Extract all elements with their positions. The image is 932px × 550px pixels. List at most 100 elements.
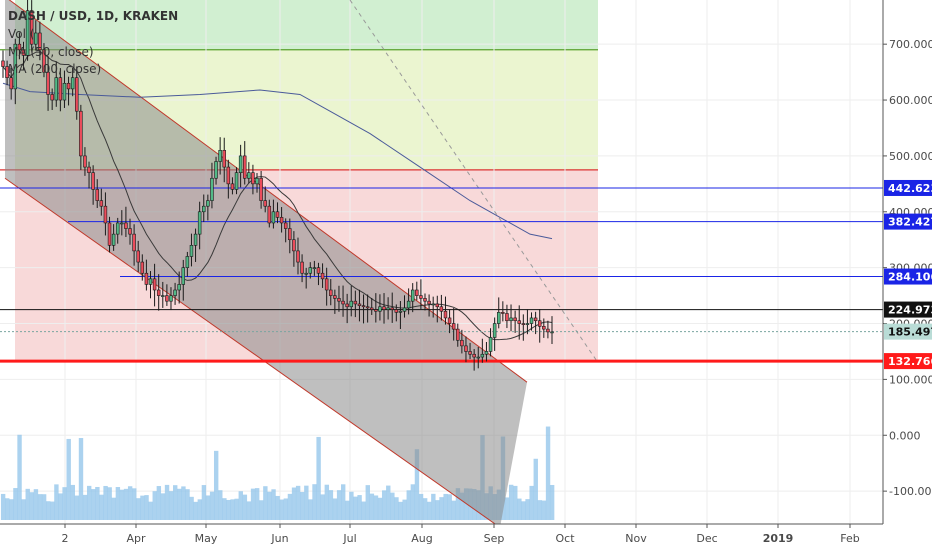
candle-up[interactable] (386, 307, 390, 310)
candle-up[interactable] (497, 312, 501, 324)
candle-down[interactable] (136, 250, 140, 263)
candle-up[interactable] (304, 272, 308, 275)
candle-down[interactable] (505, 313, 509, 322)
candle-up[interactable] (202, 205, 206, 213)
candle-up[interactable] (177, 284, 181, 291)
candle-down[interactable] (513, 317, 517, 322)
legend-ma50[interactable]: MA (50, close) (8, 45, 94, 59)
candle-down[interactable] (345, 303, 349, 308)
candle-down[interactable] (390, 307, 394, 310)
candle-down[interactable] (99, 200, 104, 207)
candle-down[interactable] (337, 298, 341, 302)
candle-up[interactable] (349, 300, 353, 308)
candle-up[interactable] (529, 317, 534, 324)
candle-up[interactable] (234, 172, 239, 190)
candle-down[interactable] (226, 166, 231, 185)
candle-up[interactable] (214, 161, 218, 179)
candle-down[interactable] (460, 339, 464, 347)
candle-down[interactable] (439, 306, 444, 312)
candle-down[interactable] (456, 328, 460, 341)
candle-up[interactable] (13, 43, 18, 90)
candle-down[interactable] (369, 307, 374, 310)
candle-down[interactable] (357, 303, 362, 306)
candle-down[interactable] (107, 222, 112, 246)
candle-down[interactable] (259, 177, 263, 201)
candle-up[interactable] (410, 289, 415, 302)
candle-down[interactable] (50, 94, 54, 101)
candle-down[interactable] (394, 309, 399, 313)
candle-down[interactable] (419, 295, 423, 299)
candle-up[interactable] (509, 317, 513, 322)
candle-down[interactable] (415, 289, 419, 296)
candle-down[interactable] (5, 66, 9, 78)
candle-down[interactable] (83, 155, 87, 168)
candle-down[interactable] (58, 77, 63, 101)
candle-up[interactable] (193, 233, 198, 246)
candle-up[interactable] (476, 356, 480, 359)
candle-up[interactable] (484, 351, 489, 355)
candle-up[interactable] (492, 323, 497, 338)
candle-up[interactable] (185, 256, 190, 268)
candle-down[interactable] (279, 217, 284, 224)
candle-down[interactable] (165, 295, 169, 302)
candle-up[interactable] (210, 177, 214, 201)
candle-down[interactable] (537, 320, 542, 327)
legend-vol[interactable]: Vol ( (8, 27, 34, 41)
candle-down[interactable] (296, 250, 300, 263)
candle-up[interactable] (161, 295, 165, 297)
candle-down[interactable] (546, 328, 550, 333)
candle-down[interactable] (521, 323, 526, 325)
channel-fill[interactable] (5, 0, 527, 527)
candle-down[interactable] (374, 309, 378, 312)
candle-down[interactable] (447, 317, 452, 324)
candle-down[interactable] (365, 306, 370, 309)
candle-up[interactable] (431, 303, 435, 306)
candle-up[interactable] (206, 200, 210, 207)
candle-down[interactable] (533, 317, 538, 322)
candle-down[interactable] (9, 77, 13, 90)
channel-lower-line[interactable] (4, 177, 500, 527)
candle-down[interactable] (333, 295, 337, 299)
candle-down[interactable] (79, 110, 83, 157)
candle-down[interactable] (95, 189, 99, 201)
candle-down[interactable] (17, 43, 22, 51)
candle-down[interactable] (29, 10, 34, 45)
candle-down[interactable] (329, 289, 333, 296)
candle-down[interactable] (542, 326, 546, 330)
candle-down[interactable] (156, 289, 161, 296)
candle-up[interactable] (115, 222, 120, 235)
candle-down[interactable] (267, 205, 272, 224)
candle-down[interactable] (103, 205, 108, 224)
candle-up[interactable] (173, 289, 177, 296)
candle-down[interactable] (38, 32, 42, 51)
candle-down[interactable] (464, 345, 468, 352)
candle-up[interactable] (406, 300, 411, 309)
candle-down[interactable] (501, 312, 505, 314)
candle-down[interactable] (288, 228, 292, 241)
candle-up[interactable] (169, 295, 173, 302)
candle-up[interactable] (271, 211, 276, 224)
candle-down[interactable] (91, 172, 95, 190)
candle-down[interactable] (152, 278, 157, 291)
candle-down[interactable] (87, 166, 91, 173)
candle-down[interactable] (124, 222, 128, 229)
candle-up[interactable] (197, 211, 202, 235)
candle-up[interactable] (148, 278, 153, 285)
channel-upper-line[interactable] (5, 0, 528, 383)
candle-down[interactable] (283, 222, 288, 229)
candle-down[interactable] (361, 305, 366, 308)
ma50-line[interactable] (2, 51, 553, 341)
candle-up[interactable] (34, 32, 38, 45)
candle-up[interactable] (238, 155, 243, 173)
candle-up[interactable] (120, 222, 124, 225)
candle-down[interactable] (423, 298, 427, 302)
candle-down[interactable] (46, 71, 50, 95)
candle-down[interactable] (42, 49, 46, 73)
candle-up[interactable] (70, 77, 75, 90)
candle-down[interactable] (472, 353, 476, 358)
candle-up[interactable] (54, 77, 58, 101)
candle-down[interactable] (1, 60, 5, 67)
candle-up[interactable] (247, 172, 251, 179)
candle-down[interactable] (251, 172, 255, 185)
